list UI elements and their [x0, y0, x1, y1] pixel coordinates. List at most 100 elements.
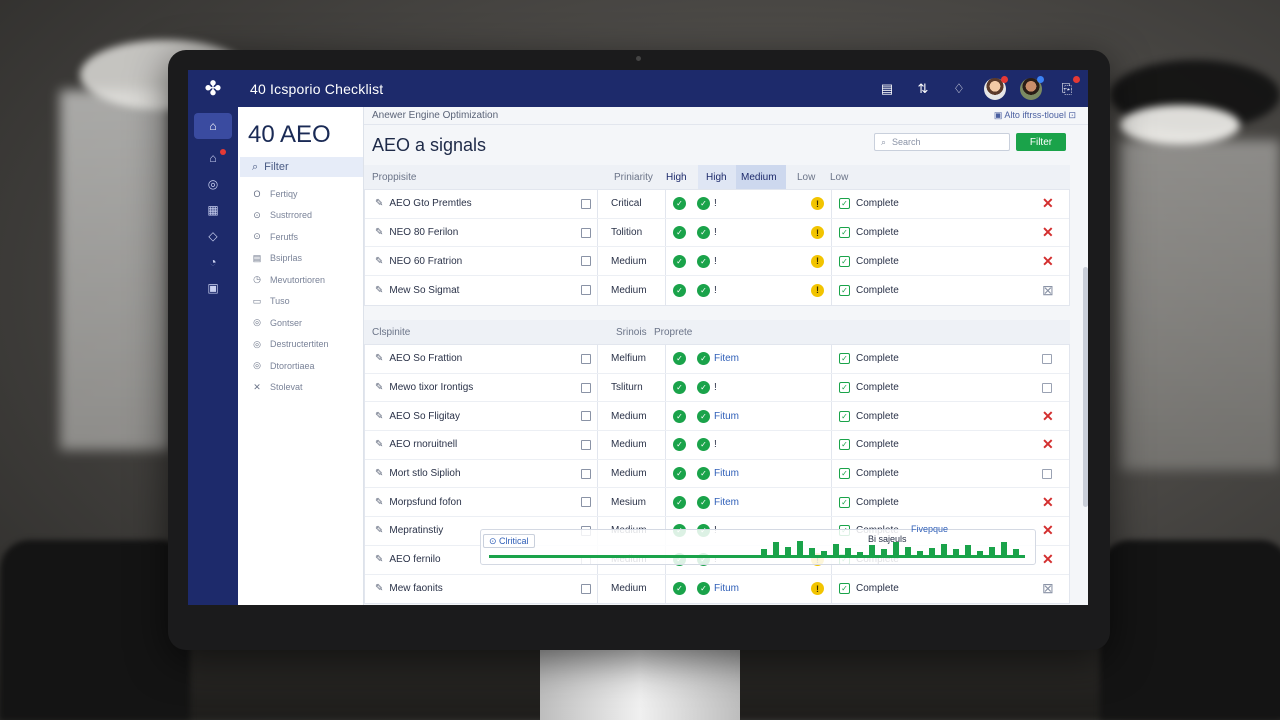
row-checkbox[interactable] — [581, 468, 591, 479]
tag-icon[interactable]: ◇ — [208, 229, 218, 243]
complete-cell[interactable]: ✓ Complete — [839, 247, 899, 275]
scrollbar[interactable] — [1083, 267, 1088, 507]
table-row[interactable]: ✎ AEO rnoruitnell Medium ✓ ✓! ✓ Complete ✕ — [365, 431, 1069, 460]
edit-icon[interactable]: ✎ — [375, 284, 384, 296]
dismiss-icon[interactable]: ⊠ — [1042, 281, 1054, 298]
dismiss-icon[interactable]: ⊠ — [1042, 580, 1054, 597]
sidebar-item[interactable]: ⊙ Sustrrored — [238, 205, 363, 227]
priority-tab[interactable]: High — [706, 172, 727, 183]
sidebar-item[interactable]: ✕ Stolevat — [238, 377, 363, 399]
table-row[interactable]: ✎ NEO 80 Ferilon Tolition ✓ ✓!! ✓ Complete ✕ — [365, 218, 1069, 248]
table-row[interactable]: ✎ AEO So Frattion Melfium ✓ ✓ Fitem ✓ Complete — [365, 345, 1069, 374]
sidebar-item[interactable]: ▤ Bsiprlas — [238, 248, 363, 270]
row-checkbox[interactable] — [581, 256, 591, 267]
status-label[interactable]: Fitem — [714, 353, 739, 365]
calendar-icon[interactable]: ▦ — [207, 203, 219, 217]
edit-icon[interactable]: ✎ — [375, 255, 384, 267]
row-checkbox[interactable] — [581, 497, 591, 508]
complete-cell[interactable]: ✓ Complete — [839, 575, 899, 604]
remove-icon[interactable]: ✕ — [1042, 522, 1054, 539]
table-row[interactable]: ✎ Mewo tixor Irontigs Tsliturn ✓ ✓! ✓ Complete — [365, 373, 1069, 403]
filter-button[interactable]: Filter — [1016, 133, 1066, 151]
priority-tab[interactable]: High — [666, 172, 687, 183]
remove-icon[interactable]: ✕ — [1042, 224, 1054, 241]
edit-icon[interactable]: ✎ — [375, 198, 384, 210]
sort-icon[interactable]: ⇅ — [917, 80, 929, 96]
edit-icon[interactable]: ✎ — [375, 439, 384, 451]
edit-icon[interactable]: ✎ — [375, 468, 384, 480]
search-input[interactable]: ⌕ Search — [874, 133, 1010, 151]
inbox-icon[interactable]: ⎘ — [1056, 75, 1080, 100]
complete-cell[interactable]: ✓ Complete — [839, 431, 899, 459]
table-row[interactable]: ✎ AEO So Fligitay Medium ✓ ✓ Fitum ✓ Complete ✕ — [365, 402, 1069, 432]
notifications-icon[interactable]: ⌂ — [188, 145, 238, 171]
complete-cell[interactable]: ✓ Complete — [839, 402, 899, 430]
list-icon[interactable]: ▤ — [880, 80, 894, 96]
breadcrumb[interactable]: Anewer Engine Optimization — [372, 110, 499, 121]
row-checkbox[interactable] — [581, 411, 591, 422]
edit-icon[interactable]: ✎ — [375, 583, 384, 595]
bell-icon[interactable]: ♢ — [953, 80, 965, 96]
remove-icon[interactable]: ✕ — [1042, 551, 1054, 568]
complete-cell[interactable]: ✓ Complete — [839, 219, 899, 247]
priority-tab[interactable]: Medium — [741, 172, 777, 183]
app-logo-icon[interactable]: ✤ — [204, 78, 222, 100]
table-row[interactable]: ✎ Mew So Sigmat Medium ✓ ✓!! ✓ Complete ⊠ — [365, 276, 1069, 305]
edit-icon[interactable]: ✎ — [375, 525, 384, 537]
complete-cell[interactable]: ✓ Complete — [839, 276, 899, 305]
complete-cell[interactable]: ✓ Complete — [839, 488, 899, 516]
row-checkbox[interactable] — [581, 439, 591, 450]
home-icon[interactable]: ⌂ — [194, 113, 232, 139]
row-checkbox[interactable] — [581, 285, 591, 296]
status-label[interactable]: Fitum — [714, 583, 739, 595]
sidebar-filter[interactable]: ⌕ Filter — [240, 157, 363, 177]
edit-icon[interactable]: ✎ — [375, 410, 384, 422]
sidebar-item[interactable]: ◎ Gontser — [238, 312, 363, 334]
complete-cell[interactable]: ✓ Complete — [839, 345, 899, 373]
action-checkbox[interactable] — [1042, 468, 1052, 479]
sidebar-item[interactable]: ▭ Tuso — [238, 291, 363, 313]
row-checkbox[interactable] — [581, 227, 591, 238]
complete-cell[interactable]: ✓ Complete — [839, 374, 899, 402]
complete-cell[interactable]: ✓ Complete — [839, 460, 899, 488]
status-label[interactable]: Fitum — [714, 468, 739, 480]
table-row[interactable]: ✎ Mort stlo Siplioh Medium ✓ ✓ Fitum ✓ Complete — [365, 459, 1069, 489]
sidebar-item[interactable]: O Fertiqy — [238, 183, 363, 205]
edit-icon[interactable]: ✎ — [375, 496, 384, 508]
priority-tab[interactable]: Low — [830, 172, 849, 183]
remove-icon[interactable]: ✕ — [1042, 407, 1054, 424]
status-label[interactable]: Fitem — [714, 496, 739, 508]
avatar[interactable] — [1020, 75, 1044, 100]
breadcrumb-link[interactable]: ▣ Alto iftrss-tlouel ⊡ — [993, 110, 1076, 120]
row-checkbox[interactable] — [581, 353, 591, 364]
row-checkbox[interactable] — [581, 583, 591, 594]
edit-icon[interactable]: ✎ — [375, 353, 384, 365]
remove-icon[interactable]: ✕ — [1042, 436, 1054, 453]
edit-icon[interactable]: ✎ — [375, 227, 384, 239]
table-row[interactable]: ✎ AEO Gto Premtles Critical ✓ ✓!! ✓ Complete ✕ — [365, 190, 1069, 219]
table-row[interactable]: ✎ Morpsfund fofon Mesium ✓ ✓ Fitem ✓ Complete ✕ — [365, 488, 1069, 518]
edit-icon[interactable]: ✎ — [375, 382, 384, 394]
target-icon[interactable]: ◎ — [207, 177, 219, 191]
remove-icon[interactable]: ✕ — [1042, 493, 1054, 510]
action-checkbox[interactable] — [1042, 353, 1052, 364]
media-icon[interactable]: ▣ — [207, 281, 219, 295]
action-checkbox[interactable] — [1042, 382, 1052, 393]
sidebar-item[interactable]: ⊙ Ferutfs — [238, 226, 363, 248]
remove-icon[interactable]: ✕ — [1042, 195, 1054, 212]
table-row[interactable]: ✎ Mew faonits Medium ✓ ✓ Fitum! ✓ Complete ⊠ — [365, 574, 1069, 604]
priority-tab[interactable]: Low — [797, 172, 816, 183]
edit-icon[interactable]: ✎ — [375, 554, 384, 566]
sidebar-item[interactable]: ◷ Mevutortioren — [238, 269, 363, 291]
row-checkbox[interactable] — [581, 382, 591, 393]
analytics-icon[interactable]: ◔ — [209, 255, 217, 269]
critical-tag[interactable]: ⊙ Clritical — [483, 534, 535, 548]
row-checkbox[interactable] — [581, 198, 591, 209]
status-label[interactable]: Fitum — [714, 410, 739, 422]
sidebar-item[interactable]: ◎ Dtorortiaea — [238, 355, 363, 377]
sidebar-item[interactable]: ◎ Destructertiten — [238, 334, 363, 356]
remove-icon[interactable]: ✕ — [1042, 252, 1054, 269]
table-row[interactable]: ✎ NEO 60 Fratrion Medium ✓ ✓!! ✓ Complete ✕ — [365, 247, 1069, 277]
avatar[interactable] — [984, 75, 1008, 100]
complete-cell[interactable]: ✓ Complete — [839, 190, 899, 218]
